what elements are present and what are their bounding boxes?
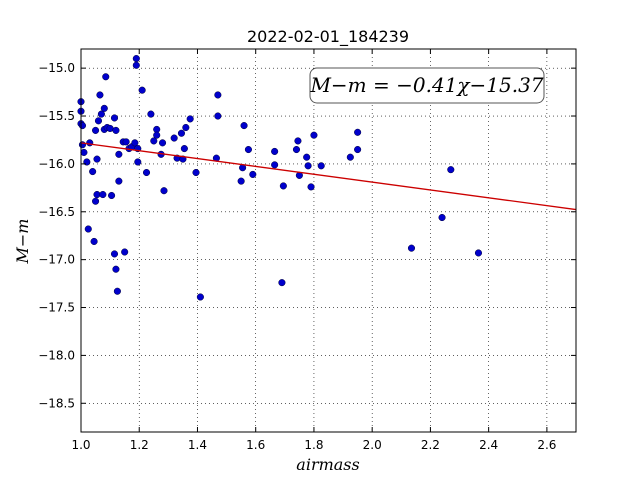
data-point — [102, 73, 110, 81]
data-point — [179, 155, 187, 163]
data-point — [346, 153, 354, 161]
data-point — [271, 147, 279, 156]
data-point — [303, 153, 311, 161]
data-point — [80, 148, 88, 156]
data-point — [407, 244, 416, 252]
data-point — [158, 139, 167, 147]
data-point — [138, 86, 146, 94]
data-point — [112, 126, 120, 134]
data-point — [112, 265, 120, 273]
data-point — [115, 150, 123, 158]
data-point — [278, 279, 286, 287]
x-tick-label: 2.4 — [479, 438, 498, 452]
data-point — [121, 248, 129, 256]
data-point — [170, 134, 178, 142]
x-axis-label: airmass — [296, 455, 359, 474]
data-point — [110, 250, 119, 258]
data-point — [182, 123, 190, 132]
y-tick-label: −18.5 — [38, 396, 75, 410]
data-point — [244, 145, 252, 154]
data-point — [113, 287, 121, 295]
data-point — [292, 145, 301, 154]
data-point — [304, 162, 312, 170]
data-point — [271, 161, 279, 169]
data-point — [237, 177, 245, 185]
data-point — [240, 122, 248, 130]
data-point — [122, 138, 130, 146]
x-tick-label: 2.6 — [537, 438, 556, 452]
data-point — [294, 137, 302, 145]
annotation-box — [309, 67, 545, 104]
data-point — [150, 137, 158, 145]
y-tick-label: −18.0 — [38, 348, 75, 362]
data-point — [86, 139, 94, 147]
data-point — [474, 249, 483, 257]
data-point — [307, 183, 315, 191]
x-tick-label: 1.4 — [188, 438, 207, 452]
data-point — [177, 129, 186, 137]
data-point — [93, 155, 101, 163]
data-point — [108, 191, 116, 200]
data-point — [89, 168, 97, 176]
data-point — [92, 126, 100, 134]
x-tick-label: 2.2 — [421, 438, 440, 452]
data-point — [196, 293, 204, 301]
data-point — [132, 61, 140, 69]
x-tick-label: 1.0 — [71, 438, 90, 452]
y-tick-label: −16.5 — [38, 205, 75, 219]
data-point — [153, 131, 161, 139]
data-point — [214, 112, 222, 120]
y-axis-label: M−m — [13, 219, 32, 265]
y-tick-label: −15.5 — [38, 109, 75, 123]
data-point — [100, 104, 108, 112]
data-point — [147, 110, 155, 118]
data-point — [354, 128, 362, 136]
data-point — [97, 110, 105, 118]
data-point — [134, 158, 142, 166]
fit-equation-annotation: M−m = −0.41χ−15.37 — [309, 73, 543, 97]
data-point — [310, 131, 318, 139]
y-tick-label: −15.0 — [38, 61, 75, 75]
plot-area: 1.0 1.2 1.4 1.6 1.8 2.0 2.2 2.4 2.6 −15.0 −15.5 −16… — [38, 48, 577, 452]
data-point — [192, 168, 200, 177]
data-point — [132, 55, 140, 63]
y-tick-label: −17.5 — [38, 301, 75, 315]
data-point — [279, 182, 287, 190]
data-point — [354, 145, 362, 154]
data-point — [94, 117, 103, 125]
data-point — [131, 139, 139, 147]
data-point — [110, 114, 119, 122]
fit-line — [80, 142, 577, 211]
data-point — [186, 115, 194, 123]
data-point — [90, 237, 98, 246]
data-point — [92, 197, 100, 205]
axes-frame — [80, 48, 577, 433]
y-tick-label: −17.0 — [38, 253, 75, 267]
data-point — [438, 213, 446, 222]
data-point — [317, 162, 325, 170]
data-point — [249, 170, 257, 178]
x-tick-label: 1.2 — [130, 438, 149, 452]
data-point — [84, 225, 92, 233]
y-tick-label: −16.0 — [38, 157, 75, 171]
data-point — [160, 187, 168, 195]
data-point — [99, 190, 107, 199]
x-tick-label: 2.0 — [363, 438, 382, 452]
x-tick-label: 1.8 — [304, 438, 323, 452]
data-point — [115, 177, 123, 185]
data-point — [96, 91, 104, 99]
data-point — [180, 145, 188, 153]
x-tick-label: 1.6 — [246, 438, 265, 452]
data-point — [78, 122, 87, 130]
data-point — [447, 166, 455, 174]
data-point — [142, 168, 151, 177]
chart-title: 2022-02-01_184239 — [247, 27, 409, 47]
data-point — [214, 91, 222, 99]
